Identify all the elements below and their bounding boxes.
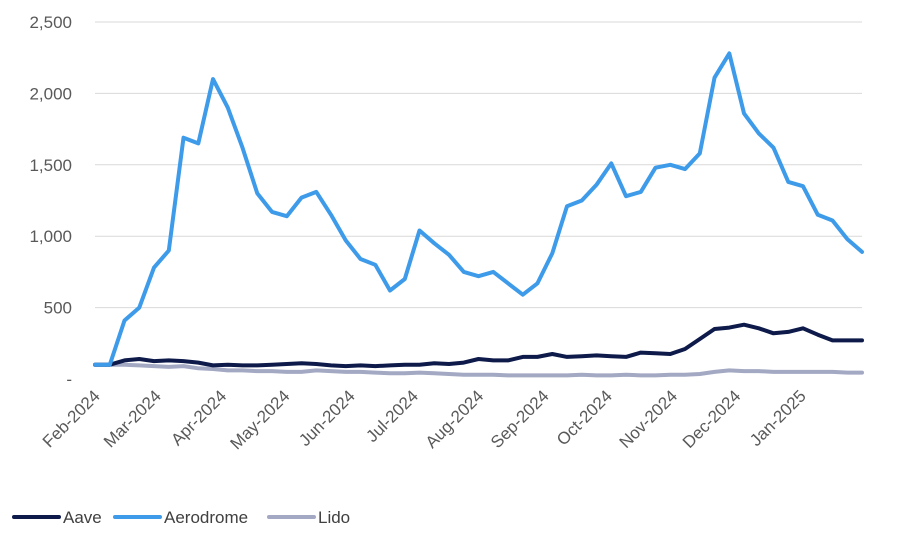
x-tick-label: Apr-2024 [167, 386, 230, 449]
y-tick-label: 1,500 [29, 156, 72, 175]
y-tick-label: 1,000 [29, 227, 72, 246]
y-tick-label: - [66, 370, 72, 389]
x-tick-label: Feb-2024 [39, 386, 104, 451]
legend-item-lido: Lido [267, 508, 350, 527]
series-lines [93, 51, 864, 378]
legend-label: Aave [63, 508, 102, 527]
y-axis-tick-labels: - 500 1,000 1,500 2,000 2,500 [29, 13, 72, 389]
legend: Aave Aerodrome Lido [12, 508, 350, 527]
x-tick-label: Dec-2024 [679, 386, 745, 452]
legend-item-aave: Aave [12, 508, 102, 527]
y-tick-label: 2,500 [29, 13, 72, 32]
x-tick-label: Oct-2024 [553, 386, 616, 449]
x-tick-label: Jan-2025 [746, 386, 810, 450]
gridlines [95, 21, 862, 309]
series-line-aerodrome [93, 51, 864, 367]
x-tick-label: Jun-2024 [295, 386, 359, 450]
x-tick-label: Aug-2024 [422, 386, 488, 452]
y-tick-label: 500 [44, 299, 72, 318]
x-tick-label: Nov-2024 [616, 386, 682, 452]
legend-item-aerodrome: Aerodrome [113, 508, 248, 527]
x-tick-label: May-2024 [227, 386, 294, 453]
series-line-lido [93, 362, 864, 378]
x-tick-label: Jul-2024 [362, 386, 422, 446]
series-line-aave [93, 322, 864, 369]
y-tick-label: 2,000 [29, 84, 72, 103]
x-tick-label: Sep-2024 [487, 386, 553, 452]
legend-label: Lido [318, 508, 350, 527]
x-tick-label: Mar-2024 [100, 386, 165, 451]
legend-label: Aerodrome [164, 508, 248, 527]
